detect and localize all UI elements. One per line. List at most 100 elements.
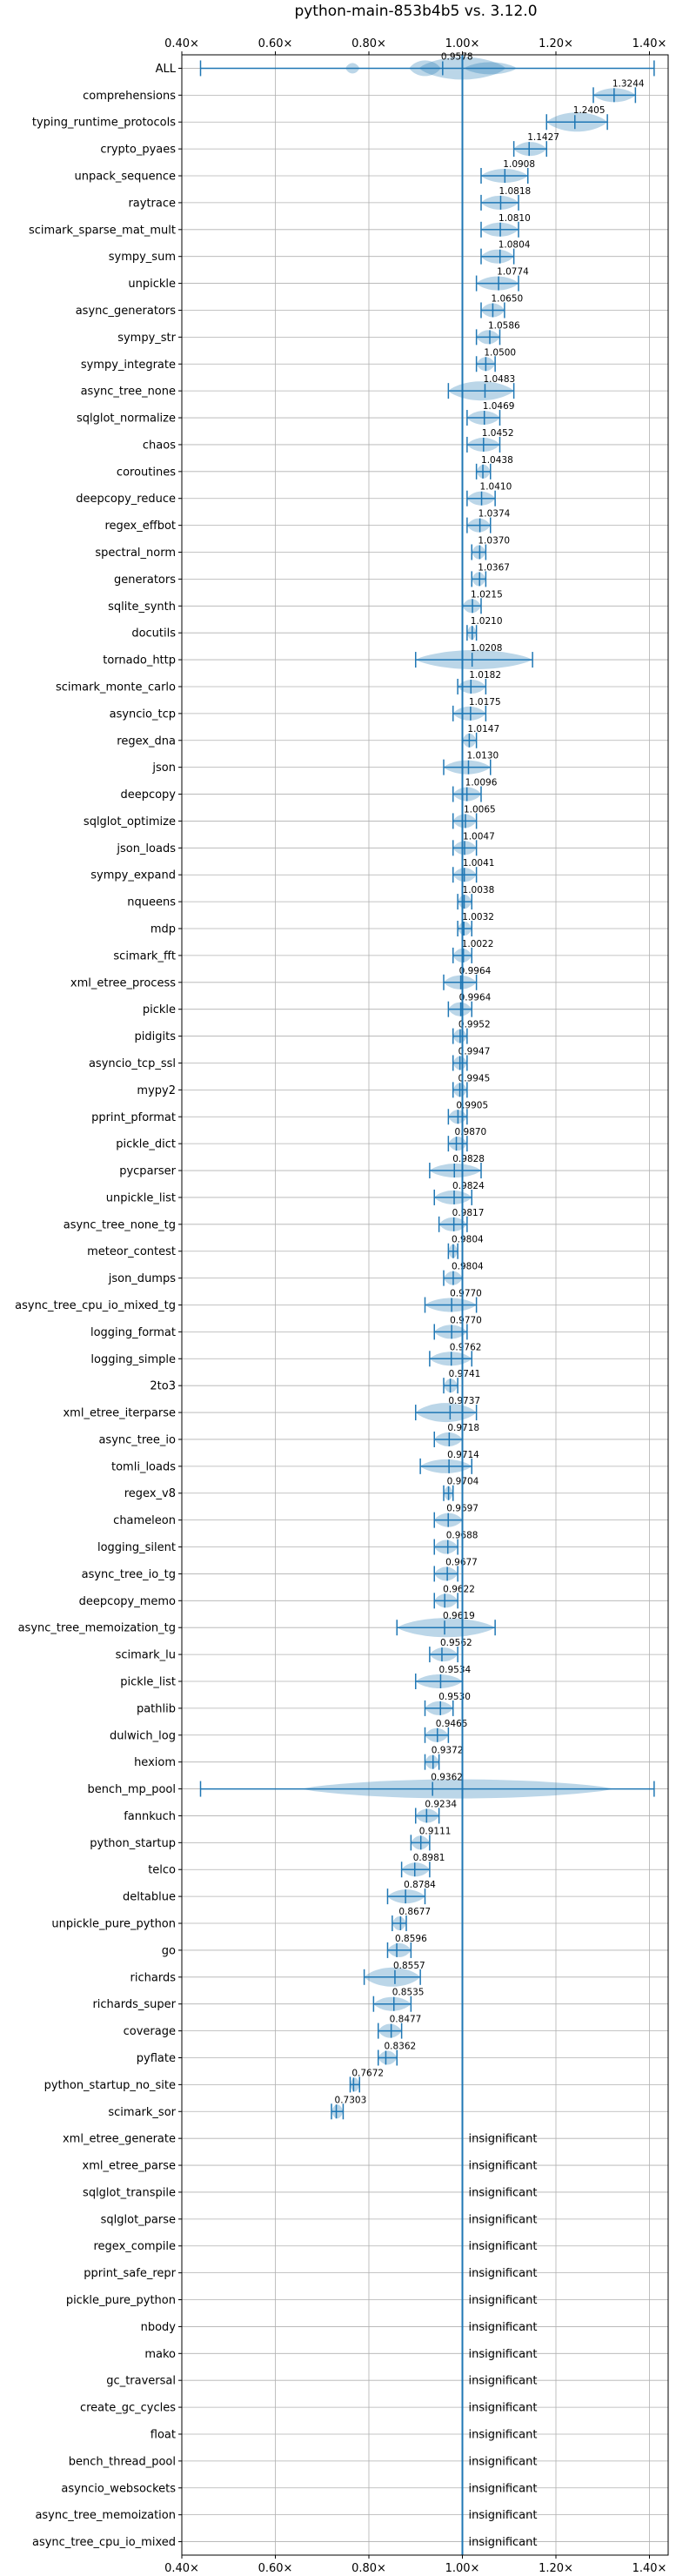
value-label: 1.0175 — [469, 697, 501, 708]
row-label: richards_super — [92, 1998, 176, 2011]
row-label: scimark_sparse_mat_mult — [29, 224, 176, 237]
x-tick-label-top: 1.40× — [632, 37, 667, 50]
row-label: chameleon — [113, 1514, 176, 1527]
x-tick-label-top: 1.00× — [445, 37, 480, 50]
row-label: scimark_monte_carlo — [56, 681, 176, 694]
row-label: sqlglot_parse — [101, 2213, 176, 2226]
row-label: logging_silent — [97, 1541, 176, 1554]
row-label: async_tree_cpu_io_mixed_tg — [15, 1299, 176, 1312]
x-tick-label-bottom: 1.40× — [632, 2562, 667, 2575]
value-label: 0.9234 — [425, 1799, 457, 1809]
value-label: 1.1427 — [527, 132, 559, 143]
insignificant-label: insignificant — [469, 2294, 538, 2307]
row-label: nbody — [141, 2321, 177, 2334]
row-label: go — [162, 1944, 176, 1957]
row-label: sqlglot_optimize — [84, 815, 176, 828]
value-label: 0.9804 — [452, 1262, 484, 1272]
value-label: 0.9817 — [452, 1208, 485, 1218]
value-label: 0.9828 — [452, 1154, 485, 1164]
row-label: regex_effbot — [104, 520, 176, 533]
value-label: 0.9619 — [443, 1611, 475, 1621]
value-label: 1.0370 — [478, 536, 510, 547]
row-label: scimark_lu — [116, 1649, 176, 1662]
x-tick-label-bottom: 0.80× — [351, 2562, 386, 2575]
row-label: nqueens — [127, 896, 176, 909]
row-label: telco — [148, 1864, 176, 1877]
chart-marks: 0.9578 1.3244 1.2405 1.1427 1.0908 1.0818 1.08… — [199, 51, 655, 2555]
plot-frame — [181, 54, 669, 2556]
value-label: 1.0210 — [471, 616, 503, 627]
row-label: pprint_pformat — [91, 1111, 176, 1124]
value-label: 1.3244 — [612, 78, 645, 89]
row-label: fannkuch — [124, 1810, 176, 1823]
value-label: 0.9952 — [458, 1020, 491, 1030]
value-label: 0.8596 — [395, 1934, 427, 1944]
row-label: bench_mp_pool — [87, 1783, 176, 1796]
row-label: typing_runtime_protocols — [32, 117, 176, 130]
row-label: async_tree_memoization — [35, 2509, 176, 2522]
value-label: 1.0374 — [478, 509, 511, 520]
row-label: sympy_str — [117, 332, 176, 345]
row-label: crypto_pyaes — [100, 144, 176, 157]
row-label: asyncio_tcp — [110, 708, 176, 721]
value-label: 1.0469 — [483, 401, 515, 412]
insignificant-label: insignificant — [469, 2402, 538, 2415]
value-label: 0.8535 — [392, 1988, 425, 1998]
x-tick-label-top: 0.40× — [164, 37, 199, 50]
row-label: pickle_pure_python — [66, 2294, 176, 2307]
row-label: sqlite_synth — [108, 600, 176, 614]
value-label: 0.8981 — [413, 1853, 445, 1863]
row-label: mdp — [151, 923, 176, 936]
row-label: docutils — [131, 627, 176, 641]
value-label: 0.9947 — [458, 1046, 491, 1057]
value-label: 1.0774 — [497, 267, 529, 278]
value-label: 0.8362 — [384, 2041, 416, 2051]
row-label: scimark_sor — [108, 2106, 176, 2119]
value-label: 0.9762 — [450, 1342, 482, 1352]
value-label: 0.9622 — [443, 1584, 475, 1594]
row-label: async_tree_none — [81, 386, 176, 399]
row-label: tornado_http — [103, 654, 176, 667]
value-label: 1.0908 — [503, 159, 535, 170]
insignificant-label: insignificant — [469, 2321, 538, 2334]
value-label: 1.0065 — [464, 804, 496, 815]
value-label: 0.9905 — [456, 1100, 488, 1110]
row-label: sympy_sum — [109, 251, 176, 264]
row-label: coverage — [124, 2025, 176, 2038]
row-label: unpickle — [128, 278, 176, 291]
row-label: deepcopy — [120, 788, 176, 802]
row-label: hexiom — [134, 1756, 176, 1769]
x-tick-label-top: 0.80× — [351, 37, 386, 50]
value-label: 0.7303 — [335, 2095, 367, 2105]
row-label: json — [151, 761, 176, 775]
row-label: bench_thread_pool — [69, 2455, 176, 2468]
insignificant-label: insignificant — [469, 2428, 538, 2441]
row-label: pickle — [143, 1003, 176, 1016]
row-label: generators — [114, 574, 176, 587]
value-label: 1.0586 — [488, 320, 520, 331]
row-label: dulwich_log — [110, 1729, 176, 1742]
row-label: create_gc_cycles — [80, 2402, 176, 2415]
row-label: coroutines — [117, 466, 176, 479]
row-label: logging_simple — [90, 1353, 176, 1366]
value-label: 0.9804 — [452, 1235, 484, 1245]
value-label: 1.0500 — [484, 347, 516, 358]
row-label: mako — [144, 2348, 176, 2361]
axis-ticks: 0.40× 0.40× 0.60× 0.60× 0.80× 0.80× 1.00× 1.00×… — [164, 37, 666, 2575]
value-label: 1.0483 — [483, 374, 515, 385]
value-label: 0.9534 — [438, 1665, 471, 1675]
row-label: pycparser — [119, 1165, 176, 1178]
value-label: 0.9714 — [447, 1450, 479, 1460]
chart-title: python-main-853b4b5 vs. 3.12.0 — [294, 3, 537, 20]
row-label: async_generators — [76, 305, 177, 318]
row-label: xml_etree_process — [70, 976, 176, 989]
row-label: async_tree_none_tg — [64, 1218, 176, 1231]
value-label: 0.9824 — [452, 1181, 485, 1191]
value-label: 0.9737 — [448, 1396, 480, 1406]
row-label: sqlglot_transpile — [83, 2186, 176, 2199]
value-label: 0.8677 — [398, 1907, 431, 1917]
row-label: pyflate — [137, 2052, 176, 2065]
row-label: deltablue — [123, 1891, 176, 1904]
row-label: chaos — [143, 439, 176, 452]
